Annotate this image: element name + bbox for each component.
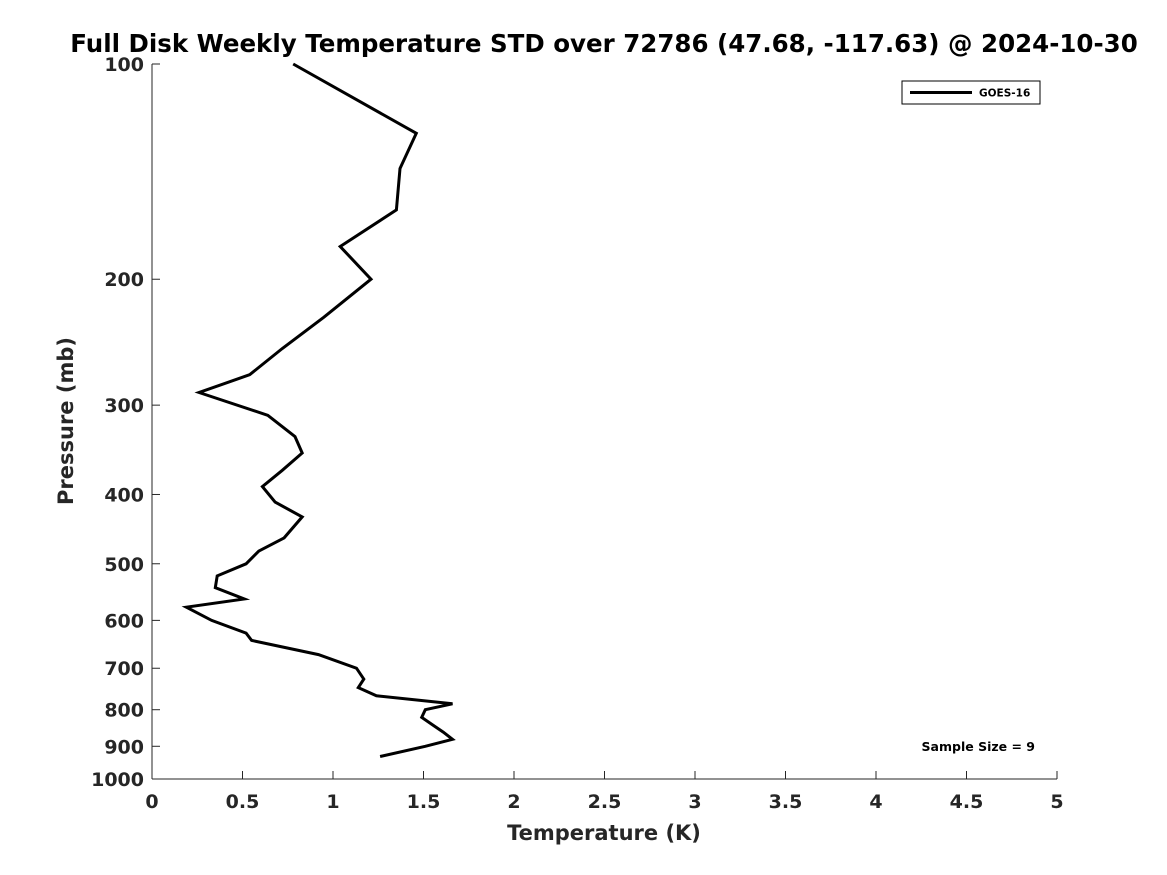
y-tick-label: 300 bbox=[104, 395, 144, 417]
series-line-goes-16 bbox=[181, 62, 456, 758]
x-tick-label: 3.5 bbox=[769, 791, 803, 813]
x-axis-label: Temperature (K) bbox=[507, 821, 701, 845]
y-tick-label: 100 bbox=[104, 54, 144, 76]
x-tick-label: 2 bbox=[507, 791, 520, 813]
sample-size-annotation: Sample Size = 9 bbox=[922, 739, 1035, 754]
chart-title: Full Disk Weekly Temperature STD over 72… bbox=[70, 29, 1138, 58]
y-ticks: 100 200 300 400 500 600 700 800 900 1000 bbox=[91, 54, 160, 791]
series-layer bbox=[181, 62, 456, 758]
x-tick-label: 3 bbox=[688, 791, 701, 813]
x-ticks: 0 0.5 1 1.5 2 2.5 3 3.5 4 4.5 5 bbox=[145, 771, 1064, 813]
y-tick-label: 1000 bbox=[91, 769, 144, 791]
y-tick-label: 700 bbox=[104, 658, 144, 680]
y-tick-label: 400 bbox=[104, 484, 144, 506]
y-axis-label: Pressure (mb) bbox=[54, 337, 78, 505]
y-tick-label: 600 bbox=[104, 610, 144, 632]
x-tick-label: 4.5 bbox=[950, 791, 984, 813]
y-tick-label: 900 bbox=[104, 736, 144, 758]
legend-label-goes-16: GOES-16 bbox=[979, 88, 1030, 100]
x-tick-label: 0 bbox=[145, 791, 158, 813]
x-tick-label: 2.5 bbox=[588, 791, 622, 813]
y-tick-label: 200 bbox=[104, 269, 144, 291]
x-tick-label: 5 bbox=[1050, 791, 1063, 813]
x-tick-label: 0.5 bbox=[226, 791, 260, 813]
x-tick-label: 4 bbox=[869, 791, 882, 813]
legend: GOES-16 bbox=[901, 80, 1041, 105]
y-tick-label: 500 bbox=[104, 554, 144, 576]
x-tick-label: 1 bbox=[326, 791, 339, 813]
x-tick-label: 1.5 bbox=[407, 791, 441, 813]
y-tick-label: 800 bbox=[104, 700, 144, 722]
